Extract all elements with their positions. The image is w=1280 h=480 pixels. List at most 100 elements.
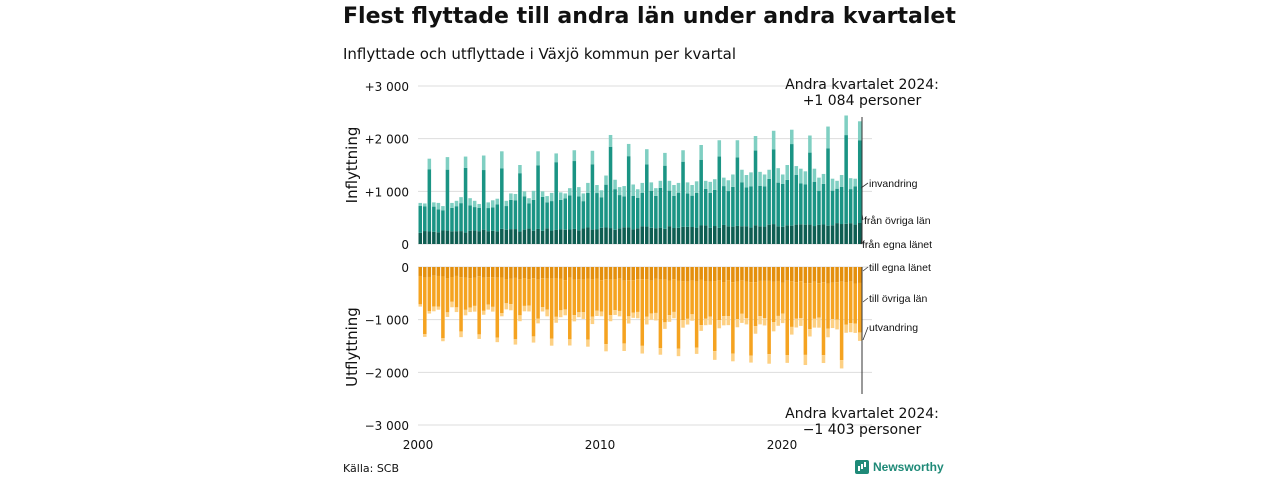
bar-out-utvandring [776,315,780,326]
bar-in-egna [749,227,753,244]
bar-in-egna [667,226,672,244]
bar-in-invandring [545,196,549,203]
bar-out-utvandring [817,317,821,328]
bar-out-egna [608,267,613,280]
bar-in-invandring [726,180,731,192]
bar-out-ovriga [531,278,536,337]
bar-in-ovriga [423,206,427,232]
bar-out-egna [481,267,486,278]
bar-out-utvandring [731,353,735,362]
bar-out-egna [595,267,599,279]
bar-in-invandring [799,168,803,184]
bar-out-utvandring [531,336,536,343]
bar-in-ovriga [622,196,626,228]
bar-in-egna [513,229,518,244]
bar-in-egna [658,227,663,244]
bar-in-invandring [518,165,522,174]
bar-out-ovriga [558,278,563,311]
bar-in-ovriga [586,192,590,228]
bar-out-egna [613,267,617,279]
bar-in-egna [423,231,427,244]
bar-out-egna [690,267,694,281]
bar-out-ovriga [758,280,762,317]
bar-in-invandring [522,191,527,197]
bar-in-egna [522,229,527,244]
bar-in-invandring [753,136,758,151]
bar-out-utvandring [490,306,495,312]
label-till-egna-lanet-leader [862,266,869,272]
bar-out-egna [463,267,468,278]
bar-in-ovriga [626,156,631,228]
bar-out-ovriga [486,277,490,305]
bar-in-egna [477,231,481,244]
bar-out-utvandring [436,306,441,310]
bar-in-egna [554,229,558,244]
bar-in-ovriga [812,181,817,227]
bar-out-ovriga [640,279,645,346]
bar-in-ovriga [640,192,645,227]
bar-out-utvandring [794,318,799,328]
bar-in-invandring [740,169,744,183]
bar-out-ovriga [749,282,753,356]
bar-out-utvandring [518,315,522,322]
bar-in-invandring [436,202,441,210]
bar-out-utvandring [509,304,513,311]
bar-out-ovriga [540,278,545,308]
bar-in-invandring [672,185,676,196]
bar-in-ovriga [717,156,722,228]
bar-in-invandring [599,190,604,198]
bar-in-invandring [808,135,812,153]
bar-in-invandring [857,121,862,141]
bar-out-utvandring [513,339,518,345]
bar-in-invandring [613,179,617,190]
bar-in-invandring [481,155,486,171]
bar-in-egna [839,224,844,244]
bar-in-ovriga [545,202,549,229]
bar-in-invandring [699,144,703,160]
bar-in-invandring [418,202,423,207]
bar-out-egna [445,267,450,279]
bar-in-invandring [667,180,672,191]
bar-out-egna [826,267,830,284]
bar-in-ovriga [645,164,649,227]
bar-out-ovriga [762,280,767,319]
bar-out-ovriga [490,277,495,307]
bar-out-egna [848,267,853,282]
bar-in-ovriga [649,190,654,228]
bar-out-egna [717,267,722,281]
bar-in-egna [572,228,577,244]
bar-in-egna [504,229,509,244]
bar-in-ovriga [821,183,826,225]
bar-out-egna [518,267,522,280]
bar-out-egna [459,267,463,278]
bar-out-ovriga [608,279,613,316]
y-tick-label: −3 000 [365,419,409,433]
bar-in-invandring [731,174,735,187]
bar-out-egna [767,267,771,281]
bar-out-egna [554,267,558,278]
bar-in-egna [581,228,586,244]
bar-in-ovriga [568,195,572,230]
bar-in-invandring [504,200,509,207]
bar-out-egna [776,267,780,281]
bar-out-utvandring [722,316,726,326]
bar-out-ovriga [626,280,631,317]
bar-out-ovriga [545,278,549,310]
bar-in-invandring [690,185,694,196]
bar-out-ovriga [586,278,590,340]
bar-in-invandring [500,151,504,169]
bar-in-ovriga [703,188,708,226]
bar-in-ovriga [608,146,613,229]
bar-in-ovriga [667,190,672,227]
label-till-ovriga-lan-leader [862,297,869,303]
bar-out-ovriga [472,277,477,306]
bar-in-egna [613,229,617,244]
bar-out-utvandring [423,334,427,337]
bar-out-utvandring [608,315,613,322]
bar-out-egna [504,267,509,280]
bar-out-ovriga [712,281,717,352]
bar-in-egna [509,229,513,244]
bar-out-egna [699,267,703,280]
bar-in-egna [785,225,790,244]
bar-in-invandring [848,178,853,190]
